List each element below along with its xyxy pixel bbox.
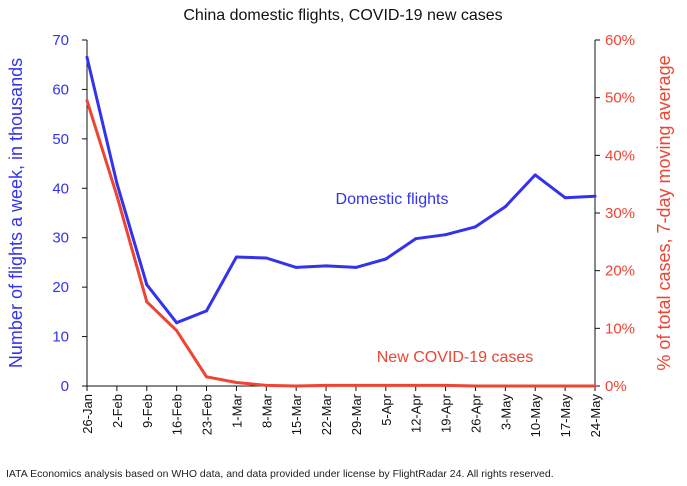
data-point-new-covid-19-cases — [384, 383, 388, 387]
data-point-new-covid-19-cases — [85, 99, 89, 103]
left-tick-label: 0 — [61, 378, 69, 395]
x-tick-label: 1-Mar — [229, 393, 244, 428]
left-tick-label: 60 — [52, 81, 69, 98]
series-line-new-covid-19-cases — [85, 100, 595, 388]
right-tick-label: 40% — [605, 147, 635, 164]
series-lines — [85, 55, 597, 388]
data-point-domestic-flights — [563, 196, 567, 200]
data-point-domestic-flights — [473, 225, 477, 229]
left-axis-title: Number of flights a week, in thousands — [6, 58, 26, 368]
data-point-domestic-flights — [414, 237, 418, 241]
x-tick-label: 22-Mar — [319, 393, 334, 435]
x-tick-label: 19-Apr — [439, 393, 454, 433]
data-point-domestic-flights — [533, 173, 537, 177]
data-point-domestic-flights — [593, 194, 597, 198]
right-tick-label: 60% — [605, 32, 635, 49]
x-tick-label: 29-Mar — [349, 393, 364, 435]
x-tick-label: 9-Feb — [140, 394, 155, 428]
data-point-domestic-flights — [205, 309, 209, 313]
x-tick-label: 8-Mar — [259, 393, 274, 428]
x-tick-label: 3-May — [498, 394, 513, 431]
data-point-domestic-flights — [85, 55, 89, 59]
left-tick-label: 40 — [52, 180, 69, 197]
data-point-new-covid-19-cases — [563, 384, 567, 388]
data-point-new-covid-19-cases — [264, 383, 268, 387]
data-point-domestic-flights — [294, 265, 298, 269]
left-tick-label: 10 — [52, 329, 69, 346]
data-point-domestic-flights — [145, 283, 149, 287]
data-point-domestic-flights — [115, 181, 119, 185]
x-tick-label: 5-Apr — [379, 393, 394, 425]
data-point-new-covid-19-cases — [593, 384, 597, 388]
data-point-new-covid-19-cases — [503, 384, 507, 388]
data-point-new-covid-19-cases — [145, 300, 149, 304]
data-point-new-covid-19-cases — [533, 384, 537, 388]
data-point-domestic-flights — [354, 265, 358, 269]
x-tick-label: 2-Feb — [110, 394, 125, 428]
x-tick-label: 12-Apr — [409, 393, 424, 433]
data-point-new-covid-19-cases — [175, 329, 179, 333]
data-point-new-covid-19-cases — [473, 384, 477, 388]
x-tick-label: 23-Feb — [200, 394, 215, 435]
source-footnote: IATA Economics analysis based on WHO dat… — [6, 468, 554, 480]
series-line-domestic-flights — [85, 56, 596, 325]
right-tick-label: 30% — [605, 205, 635, 222]
data-point-new-covid-19-cases — [354, 383, 358, 387]
data-point-domestic-flights — [264, 256, 268, 260]
right-tick-label: 20% — [605, 263, 635, 280]
x-tick-label: 17-May — [558, 394, 573, 438]
data-point-domestic-flights — [503, 205, 507, 209]
data-point-new-covid-19-cases — [444, 383, 448, 387]
series-label-domestic-flights: Domestic flights — [336, 191, 449, 208]
right-axis-title: % of total cases, 7-day moving average — [654, 55, 674, 370]
axes: 0 10 20 30 40 50 60 70 0% 10% 20% 30% 40% 50% 60% 26-Ja… — [52, 32, 635, 437]
right-tick-label: 50% — [605, 90, 635, 107]
data-point-new-covid-19-cases — [234, 381, 238, 385]
data-point-new-covid-19-cases — [324, 383, 328, 387]
data-point-domestic-flights — [444, 233, 448, 237]
x-tick-label: 10-May — [528, 394, 543, 438]
left-tick-label: 50 — [52, 131, 69, 148]
data-point-new-covid-19-cases — [414, 383, 418, 387]
data-point-domestic-flights — [234, 255, 238, 259]
data-point-domestic-flights — [175, 321, 179, 325]
data-point-new-covid-19-cases — [115, 194, 119, 198]
data-point-new-covid-19-cases — [294, 384, 298, 388]
x-tick-label: 26-Jan — [80, 394, 95, 434]
x-tick-label: 16-Feb — [170, 394, 185, 435]
x-tick-label: 24-May — [588, 394, 603, 438]
left-tick-label: 30 — [52, 230, 69, 247]
x-tick-label: 15-Mar — [289, 393, 304, 435]
right-tick-label: 10% — [605, 320, 635, 337]
x-tick-label: 26-Apr — [468, 393, 483, 433]
left-tick-label: 70 — [52, 32, 69, 49]
chart-title: China domestic flights, COVID-19 new cas… — [183, 7, 502, 24]
series-label-new-covid-cases: New COVID-19 cases — [377, 349, 534, 366]
data-point-domestic-flights — [324, 264, 328, 268]
data-point-domestic-flights — [384, 257, 388, 261]
left-tick-label: 20 — [52, 279, 69, 296]
data-point-new-covid-19-cases — [205, 375, 209, 379]
right-tick-label: 0% — [605, 378, 627, 395]
